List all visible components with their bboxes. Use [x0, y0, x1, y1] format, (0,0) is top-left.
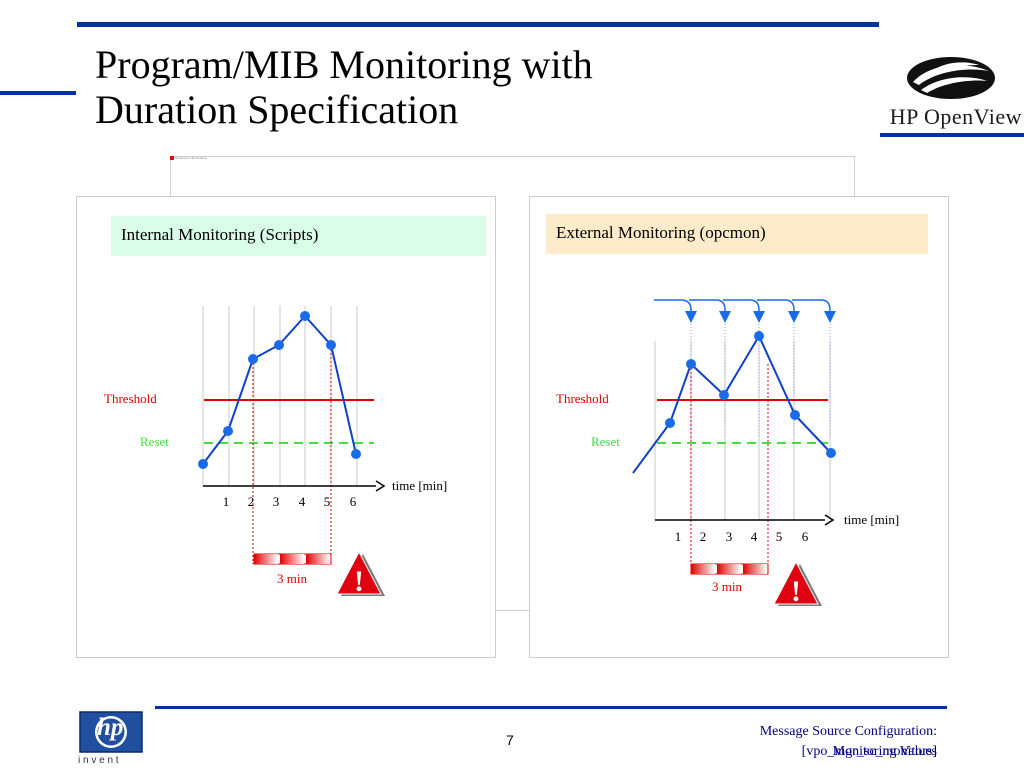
internal-point	[351, 449, 361, 459]
internal-tick-labels: 1 2 3 4 5 6	[223, 494, 357, 509]
poll-arrow-icon	[757, 299, 800, 323]
page-number: 7	[506, 732, 514, 748]
svg-text:!: !	[791, 575, 801, 608]
internal-monitoring-chart: Threshold Reset time [min] 1 2 3 4 5 6	[104, 306, 447, 598]
internal-point	[274, 340, 284, 350]
external-tick-2: 2	[700, 529, 707, 544]
footer-title-line-2a: [vpo_mgr_sc_monitors]	[801, 744, 937, 759]
hp-logo-icon	[79, 711, 143, 753]
external-tick-3: 3	[726, 529, 733, 544]
title-line-1: Program/MIB Monitoring with	[95, 42, 593, 87]
slide-title: Program/MIB Monitoring with Duration Spe…	[95, 42, 593, 132]
internal-tick-6: 6	[350, 494, 357, 509]
internal-tick-5: 5	[324, 494, 331, 509]
internal-point	[198, 459, 208, 469]
internal-axis-arrow-icon	[375, 480, 386, 492]
title-line-2: Duration Specification	[95, 87, 459, 132]
internal-monitoring-panel	[76, 196, 496, 658]
external-point	[754, 331, 764, 341]
poll-arrow-icon	[689, 299, 731, 323]
hp-openview-logo-icon	[907, 57, 995, 99]
internal-monitoring-banner: Internal Monitoring (Scripts)	[111, 216, 486, 256]
poll-arrow-icon	[654, 299, 697, 323]
external-banner-label: External Monitoring (opcmon)	[556, 223, 766, 242]
footer-title-line-2: [vpo_mgr_sc_monitors] Monitoring Values	[760, 742, 937, 762]
external-tick-6: 6	[802, 529, 809, 544]
external-poll-arrows	[654, 299, 836, 323]
internal-banner-label: Internal Monitoring (Scripts)	[121, 225, 319, 244]
internal-tick-4: 4	[299, 494, 306, 509]
external-axis-arrow-icon	[824, 514, 835, 526]
external-point	[665, 418, 675, 428]
internal-duration-bar	[253, 553, 332, 565]
external-point	[686, 359, 696, 369]
internal-grid	[202, 306, 358, 486]
internal-point	[223, 426, 233, 436]
footer-title-line-1: Message Source Configuration:	[759, 724, 937, 739]
internal-threshold-label: Threshold	[104, 391, 157, 406]
internal-point	[300, 311, 310, 321]
internal-data-points	[198, 311, 361, 469]
internal-duration-label: 3 min	[277, 571, 307, 586]
external-duration-label: 3 min	[712, 579, 742, 594]
overlay-tiny-note: Monitoring with Duration	[170, 156, 207, 161]
external-monitoring-panel	[529, 196, 949, 658]
external-duration-bar	[690, 563, 769, 575]
hp-invent-text: i n v e n t	[78, 755, 119, 766]
poll-arrow-icon	[792, 299, 836, 323]
external-reset-label: Reset	[591, 434, 620, 449]
internal-alert-icon: !	[336, 550, 385, 598]
external-poll-lines	[690, 321, 831, 436]
external-threshold-label: Threshold	[556, 391, 609, 406]
logo-underline-bar	[880, 133, 1024, 137]
internal-reset-label: Reset	[140, 434, 169, 449]
internal-axis-label: time [min]	[392, 478, 447, 493]
external-point	[826, 448, 836, 458]
internal-tick-2: 2	[248, 494, 255, 509]
external-tick-5: 5	[776, 529, 783, 544]
external-tick-4: 4	[751, 529, 758, 544]
internal-point	[326, 340, 336, 350]
internal-point	[248, 354, 258, 364]
external-monitoring-banner: External Monitoring (opcmon)	[546, 214, 928, 254]
external-grid	[654, 341, 831, 520]
hp-openview-wordmark: HP OpenView	[889, 104, 1022, 129]
external-alert-icon: !	[773, 560, 822, 608]
footer-title-line-2b: Monitoring Values	[832, 744, 937, 759]
footer-rule	[155, 706, 947, 709]
internal-tick-3: 3	[273, 494, 280, 509]
external-data-points	[665, 331, 836, 458]
external-axis-label: time [min]	[844, 512, 899, 527]
svg-text:!: !	[354, 565, 364, 598]
footer-title: Message Source Configuration: [vpo_mgr_s…	[760, 722, 937, 762]
external-data-line	[632, 333, 832, 474]
external-point	[719, 390, 729, 400]
hp-logo-letters: hp	[97, 714, 124, 741]
external-tick-1: 1	[675, 529, 682, 544]
external-point	[790, 410, 800, 420]
external-monitoring-chart: Threshold Reset time [min] 1 2 3 4 5 6 3…	[556, 299, 899, 608]
internal-tick-1: 1	[223, 494, 230, 509]
poll-arrow-icon	[723, 299, 765, 323]
title-left-bar	[0, 91, 76, 95]
external-tick-labels: 1 2 3 4 5 6	[675, 529, 809, 544]
hp-invent-logo: hp i n v e n t	[78, 710, 148, 768]
title-top-bar	[77, 22, 879, 27]
